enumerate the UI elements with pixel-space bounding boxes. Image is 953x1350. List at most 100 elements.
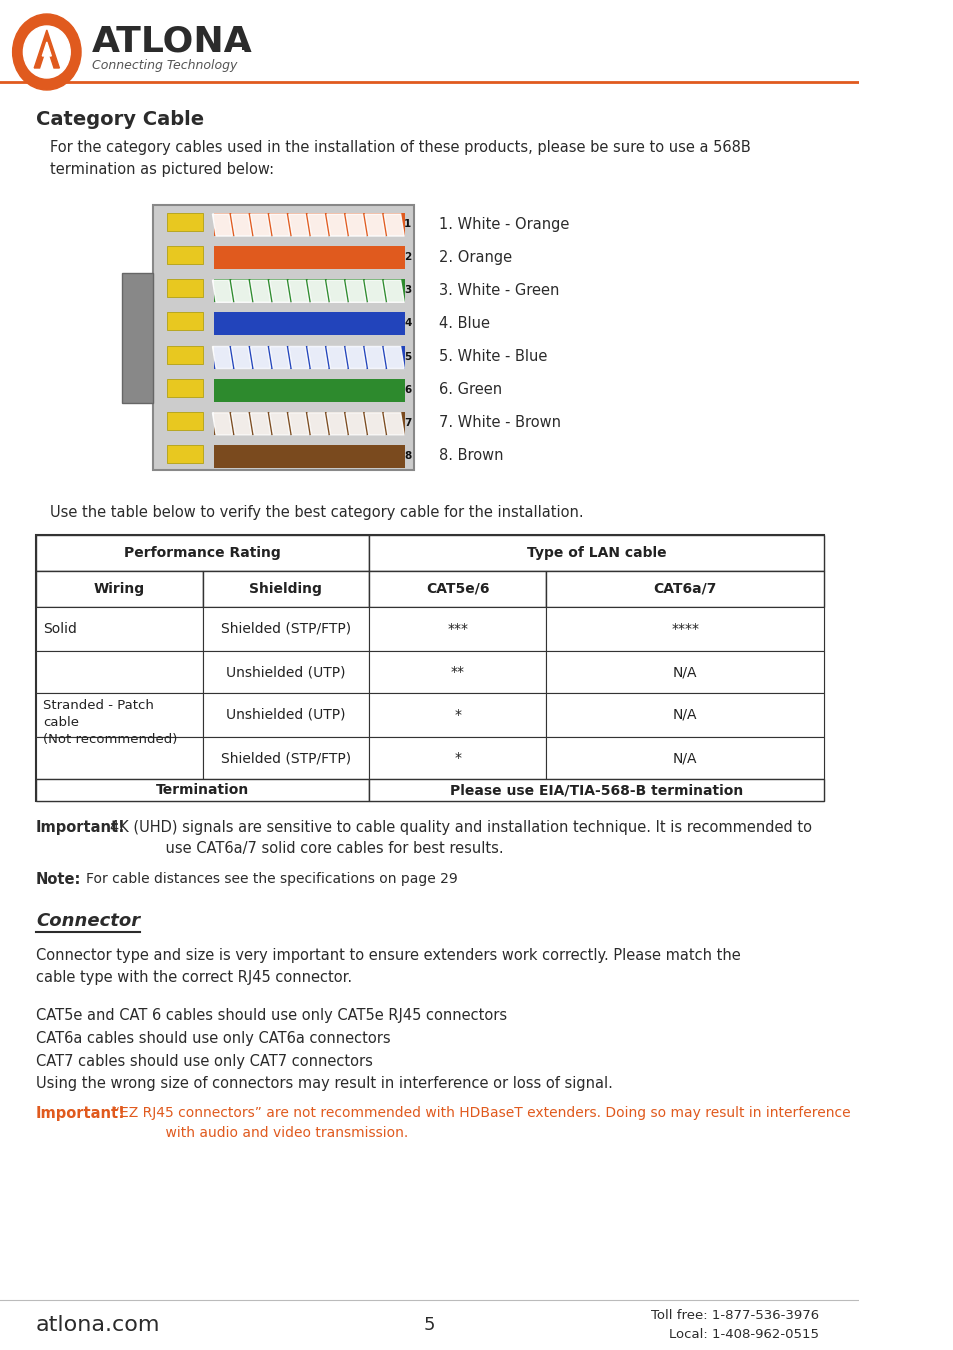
- Text: 5. White - Blue: 5. White - Blue: [439, 350, 547, 365]
- Text: N/A: N/A: [672, 666, 697, 679]
- Text: 6. Green: 6. Green: [439, 382, 502, 397]
- Text: 8: 8: [404, 451, 411, 460]
- Text: Termination: Termination: [155, 783, 249, 796]
- Polygon shape: [365, 413, 385, 435]
- Polygon shape: [308, 281, 328, 302]
- Text: N/A: N/A: [672, 707, 697, 722]
- FancyBboxPatch shape: [546, 608, 822, 651]
- Text: “EZ RJ45 connectors” are not recommended with HDBaseT extenders. Doing so may re: “EZ RJ45 connectors” are not recommended…: [112, 1106, 849, 1139]
- Polygon shape: [308, 215, 328, 236]
- FancyBboxPatch shape: [36, 693, 202, 737]
- Text: 5: 5: [404, 351, 411, 362]
- FancyBboxPatch shape: [369, 651, 546, 693]
- Polygon shape: [213, 347, 233, 369]
- Text: 7: 7: [404, 417, 411, 428]
- FancyBboxPatch shape: [369, 571, 546, 608]
- FancyBboxPatch shape: [546, 693, 822, 737]
- Polygon shape: [251, 281, 271, 302]
- FancyBboxPatch shape: [202, 608, 369, 651]
- Polygon shape: [270, 347, 290, 369]
- Polygon shape: [270, 413, 290, 435]
- Polygon shape: [289, 413, 309, 435]
- Text: 3: 3: [404, 285, 411, 296]
- Text: Use the table below to verify the best category cable for the installation.: Use the table below to verify the best c…: [50, 505, 582, 520]
- FancyBboxPatch shape: [121, 273, 152, 402]
- Polygon shape: [346, 215, 366, 236]
- Polygon shape: [213, 413, 233, 435]
- Polygon shape: [327, 347, 347, 369]
- Text: **: **: [451, 666, 464, 679]
- Polygon shape: [251, 347, 271, 369]
- FancyBboxPatch shape: [214, 346, 405, 369]
- Text: .: .: [238, 28, 247, 55]
- Polygon shape: [346, 281, 366, 302]
- Text: Connecting Technology: Connecting Technology: [91, 58, 237, 72]
- FancyBboxPatch shape: [36, 608, 202, 651]
- Text: Stranded - Patch
cable
(Not recommended): Stranded - Patch cable (Not recommended): [43, 699, 177, 747]
- Text: ****: ****: [670, 622, 699, 636]
- Text: Shielding: Shielding: [249, 582, 322, 595]
- Text: 4K (UHD) signals are sensitive to cable quality and installation technique. It i: 4K (UHD) signals are sensitive to cable …: [110, 819, 811, 856]
- FancyBboxPatch shape: [167, 246, 202, 265]
- Text: 2: 2: [404, 252, 411, 262]
- Polygon shape: [251, 413, 271, 435]
- Text: 8. Brown: 8. Brown: [439, 448, 503, 463]
- Polygon shape: [213, 215, 233, 236]
- FancyBboxPatch shape: [214, 312, 405, 335]
- FancyBboxPatch shape: [152, 205, 414, 470]
- FancyBboxPatch shape: [214, 213, 405, 236]
- FancyBboxPatch shape: [202, 571, 369, 608]
- Text: ***: ***: [447, 622, 468, 636]
- Text: Wiring: Wiring: [93, 582, 145, 595]
- Text: Solid: Solid: [43, 622, 77, 636]
- Polygon shape: [270, 281, 290, 302]
- FancyBboxPatch shape: [167, 378, 202, 397]
- Text: Unshielded (UTP): Unshielded (UTP): [226, 666, 345, 679]
- FancyBboxPatch shape: [214, 246, 405, 269]
- Text: Connector type and size is very important to ensure extenders work correctly. Pl: Connector type and size is very importan…: [36, 948, 740, 986]
- Text: CAT6a/7: CAT6a/7: [653, 582, 716, 595]
- Polygon shape: [270, 215, 290, 236]
- Polygon shape: [232, 281, 252, 302]
- FancyBboxPatch shape: [369, 608, 546, 651]
- FancyBboxPatch shape: [167, 312, 202, 331]
- Text: Please use EIA/TIA-568-B termination: Please use EIA/TIA-568-B termination: [449, 783, 742, 796]
- Polygon shape: [213, 281, 233, 302]
- Text: Shielded (STP/FTP): Shielded (STP/FTP): [220, 622, 351, 636]
- Polygon shape: [308, 347, 328, 369]
- Text: CAT5e and CAT 6 cables should use only CAT5e RJ45 connectors
CAT6a cables should: CAT5e and CAT 6 cables should use only C…: [36, 1008, 507, 1069]
- Text: 3. White - Green: 3. White - Green: [439, 282, 559, 298]
- Text: Unshielded (UTP): Unshielded (UTP): [226, 707, 345, 722]
- Text: Shielded (STP/FTP): Shielded (STP/FTP): [220, 751, 351, 765]
- Text: Using the wrong size of connectors may result in interference or loss of signal.: Using the wrong size of connectors may r…: [36, 1076, 612, 1091]
- FancyBboxPatch shape: [167, 346, 202, 363]
- Polygon shape: [289, 215, 309, 236]
- FancyBboxPatch shape: [546, 651, 822, 693]
- Text: 7. White - Brown: 7. White - Brown: [439, 416, 560, 431]
- Polygon shape: [346, 347, 366, 369]
- FancyBboxPatch shape: [167, 279, 202, 297]
- Polygon shape: [384, 281, 404, 302]
- FancyBboxPatch shape: [369, 693, 546, 737]
- FancyBboxPatch shape: [36, 779, 369, 801]
- Text: Category Cable: Category Cable: [36, 109, 204, 130]
- Text: *: *: [454, 707, 461, 722]
- Polygon shape: [327, 215, 347, 236]
- FancyBboxPatch shape: [36, 571, 202, 608]
- Text: Important!: Important!: [36, 1106, 126, 1120]
- Text: Type of LAN cable: Type of LAN cable: [526, 545, 665, 560]
- FancyBboxPatch shape: [214, 279, 405, 302]
- Polygon shape: [232, 347, 252, 369]
- FancyBboxPatch shape: [214, 412, 405, 435]
- Text: Performance Rating: Performance Rating: [124, 545, 280, 560]
- FancyBboxPatch shape: [36, 737, 202, 779]
- Text: 1. White - Orange: 1. White - Orange: [439, 216, 569, 231]
- Polygon shape: [384, 413, 404, 435]
- FancyBboxPatch shape: [167, 213, 202, 231]
- Circle shape: [12, 14, 81, 90]
- Polygon shape: [384, 215, 404, 236]
- Polygon shape: [365, 281, 385, 302]
- Text: 6: 6: [404, 385, 411, 394]
- Polygon shape: [346, 413, 366, 435]
- FancyBboxPatch shape: [167, 446, 202, 463]
